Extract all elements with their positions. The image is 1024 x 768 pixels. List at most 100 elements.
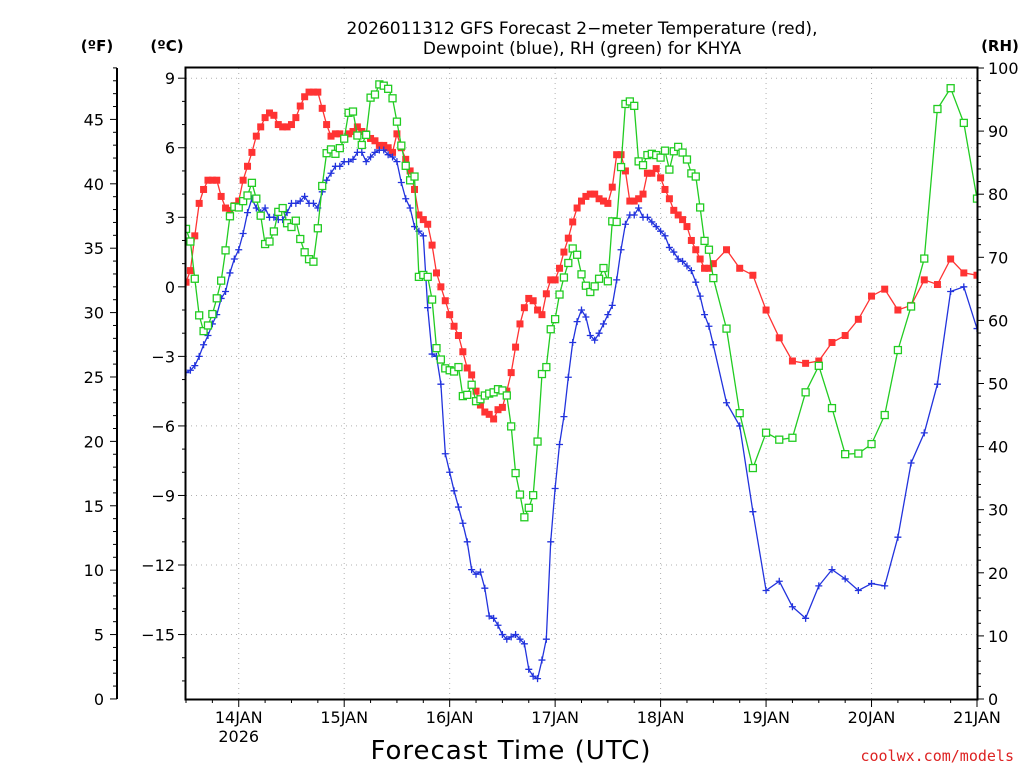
data-point — [292, 114, 300, 122]
data-point — [652, 223, 660, 231]
data-point — [537, 369, 547, 379]
gridlines — [186, 68, 977, 699]
data-point — [893, 345, 903, 355]
data-point — [454, 362, 463, 372]
data-point — [802, 359, 810, 367]
data-point — [894, 306, 902, 314]
data-point — [318, 104, 326, 112]
data-point — [336, 162, 344, 170]
data-point — [353, 131, 362, 140]
celsius-tick-label: −6 — [151, 417, 175, 436]
data-point — [270, 111, 278, 119]
fahrenheit-unit-label: (ºF) — [81, 37, 113, 55]
plot-series — [186, 80, 977, 683]
data-point — [880, 410, 889, 420]
chart-title-line-2: Dewpoint (blue), RH (green) for KHYA — [423, 39, 742, 59]
series-blue — [186, 146, 977, 683]
data-point — [222, 287, 230, 295]
data-point — [225, 212, 235, 221]
data-point — [459, 519, 467, 527]
time-tick-label: 21JAN — [953, 708, 1001, 727]
rh-tick-label: 20 — [988, 564, 1008, 583]
data-point — [881, 285, 889, 293]
data-point — [301, 93, 309, 101]
data-point — [367, 153, 375, 161]
data-point — [208, 309, 217, 319]
data-point — [691, 172, 700, 181]
data-point — [679, 257, 687, 265]
data-point — [775, 435, 784, 444]
data-point — [283, 123, 291, 131]
data-point — [450, 322, 458, 330]
series-green — [186, 80, 977, 522]
data-point — [203, 321, 213, 330]
data-point — [301, 192, 309, 200]
data-point — [761, 428, 771, 437]
data-point — [349, 155, 357, 163]
data-point — [582, 313, 590, 321]
data-point — [692, 246, 700, 254]
data-point — [617, 151, 625, 159]
data-point — [564, 373, 572, 381]
data-point — [450, 487, 458, 495]
data-point — [274, 121, 282, 129]
data-point — [894, 533, 902, 541]
data-point — [199, 326, 208, 336]
rh-unit-label: (RH) — [981, 37, 1019, 55]
data-point — [520, 513, 529, 522]
data-point — [625, 97, 634, 106]
data-point — [472, 570, 480, 578]
data-point — [463, 364, 471, 372]
data-point — [621, 220, 629, 228]
data-point — [511, 468, 520, 478]
data-point — [674, 255, 682, 263]
data-point — [947, 255, 955, 263]
data-point — [278, 203, 287, 213]
data-point — [186, 237, 195, 246]
data-point — [696, 203, 705, 212]
rh-tick-label: 0 — [988, 690, 998, 709]
data-point — [380, 141, 388, 149]
data-point — [353, 123, 361, 131]
data-point — [638, 161, 648, 170]
celsius-tick-label: 6 — [165, 139, 175, 158]
data-point — [261, 204, 269, 212]
data-point — [656, 153, 665, 162]
data-point — [247, 178, 257, 187]
data-point — [389, 148, 397, 156]
data-point — [222, 204, 230, 212]
data-point — [933, 281, 941, 289]
data-point — [327, 169, 335, 177]
data-point — [370, 90, 380, 99]
data-point — [556, 440, 564, 448]
data-point — [287, 121, 295, 129]
data-point — [534, 306, 542, 314]
chart-title: 2026011312 GFS Forecast 2−meter Temperat… — [347, 19, 818, 59]
data-point — [436, 355, 446, 364]
rh-tick-label: 100 — [988, 59, 1019, 78]
fahrenheit-tick-label: 25 — [84, 368, 104, 387]
data-point — [674, 142, 683, 152]
data-point — [709, 341, 717, 349]
data-point — [296, 197, 304, 205]
data-point — [630, 101, 639, 111]
data-point — [507, 633, 515, 641]
data-point — [402, 195, 410, 203]
data-point — [318, 181, 327, 191]
data-point — [639, 190, 647, 198]
year-label: 2026 — [218, 727, 259, 746]
data-point — [972, 194, 977, 203]
data-point — [520, 304, 528, 312]
data-point — [854, 587, 862, 595]
data-point — [630, 197, 638, 205]
data-point — [547, 538, 555, 546]
data-point — [336, 130, 344, 138]
data-point — [920, 276, 928, 284]
data-point — [560, 413, 568, 421]
data-point — [907, 459, 915, 467]
data-point — [815, 582, 823, 590]
data-point — [635, 204, 643, 212]
data-point — [335, 143, 344, 153]
data-point — [881, 582, 889, 590]
data-point — [305, 88, 313, 96]
